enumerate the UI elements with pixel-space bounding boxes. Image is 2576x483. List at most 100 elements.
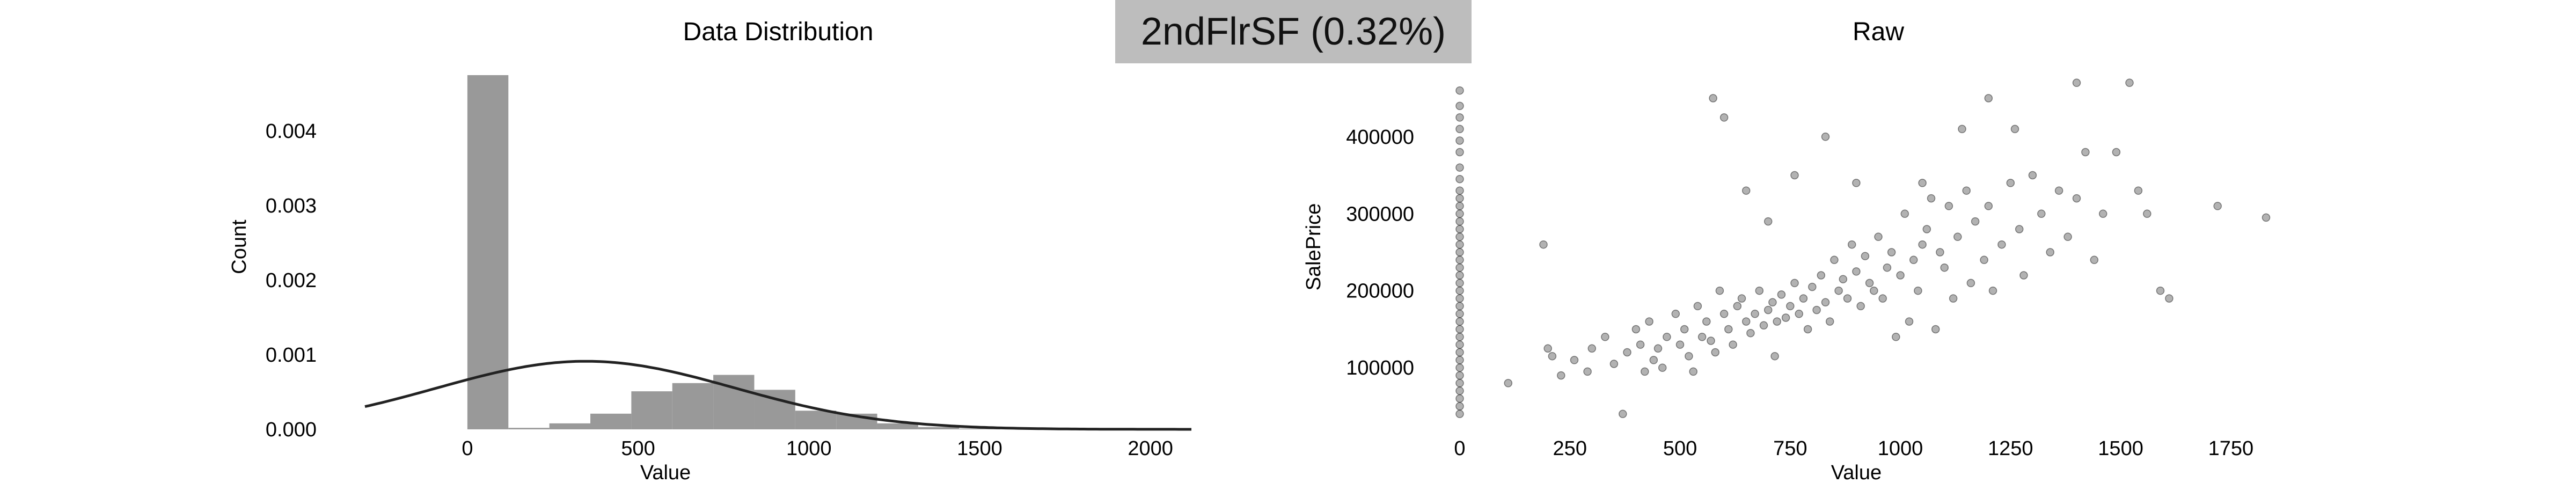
scatter-point: [1711, 348, 1719, 357]
scatter-point: [1455, 279, 1464, 288]
x-tick-label: 500: [621, 437, 655, 460]
scatter-point: [1883, 263, 1892, 272]
scatter-point: [1931, 325, 1940, 334]
scatter-point: [2090, 255, 2099, 265]
x-tick-label: 1000: [786, 437, 832, 460]
scatter-point: [1709, 94, 1717, 103]
scatter-point: [1795, 310, 1803, 318]
scatter-point: [1944, 202, 1953, 210]
y-axis-label: Count: [228, 219, 251, 274]
scatter-point: [1455, 101, 1464, 111]
scatter-point: [1777, 290, 1786, 299]
histogram-bar: [590, 413, 632, 429]
y-tick-label: 200000: [1346, 280, 1414, 303]
y-tick-label: 100000: [1346, 357, 1414, 379]
scatter-point: [1543, 344, 1552, 353]
y-tick-label: 0.000: [266, 419, 317, 441]
scatter-point: [1741, 186, 1751, 195]
scatter-point: [1773, 317, 1781, 326]
scatter-point: [1455, 232, 1464, 241]
density-curve: [364, 360, 1191, 431]
scatter-point: [1790, 171, 1799, 180]
scatter-point: [1455, 379, 1464, 387]
scatter-point: [1865, 279, 1874, 288]
histogram-bar: [549, 423, 590, 429]
y-axis-label: SalePrice: [1302, 203, 1325, 291]
scatter-point: [1830, 255, 1839, 265]
scatter-point: [1799, 294, 1808, 303]
y-tick-label: 400000: [1346, 126, 1414, 149]
x-tick-label: 0: [1454, 437, 1465, 460]
x-tick-label: 750: [1773, 437, 1807, 460]
scatter-point: [1455, 317, 1464, 326]
scatter-point: [1980, 255, 1988, 265]
scatter-point: [1958, 125, 1966, 134]
histogram-bar: [918, 427, 960, 429]
scatter-point: [1455, 209, 1464, 218]
scatter-point: [1927, 194, 1936, 203]
histogram-title: Data Distribution: [683, 18, 874, 46]
scatter-point: [1707, 336, 1715, 345]
scatter-point: [1455, 240, 1464, 249]
scatter-point: [1949, 294, 1958, 303]
x-tick-label: 0: [462, 437, 473, 460]
scatter-point: [1812, 305, 1821, 314]
scatter-point: [1689, 367, 1697, 376]
scatter-point: [1763, 305, 1773, 314]
x-tick-label: 1500: [2098, 437, 2143, 460]
scatter-point: [1847, 240, 1856, 249]
scatter-point: [1455, 294, 1464, 303]
histogram-bar: [508, 428, 550, 429]
scatter-point: [1619, 409, 1627, 419]
scatter-point: [1770, 352, 1779, 361]
scatter-point: [1741, 317, 1751, 326]
scatter-point: [1962, 186, 1971, 195]
y-tick-label: 0.001: [266, 344, 317, 367]
scatter-point: [2125, 78, 2134, 87]
scatter-point: [1821, 133, 1830, 141]
scatter-point: [1896, 271, 1905, 280]
scatter-point: [1455, 356, 1464, 364]
scatter-point: [1786, 302, 1795, 311]
scatter-point: [1601, 333, 1609, 341]
scatter-point: [1548, 352, 1557, 361]
scatter-point: [1455, 86, 1464, 95]
scatter-point: [1971, 217, 1980, 226]
scatter-point: [1843, 294, 1852, 303]
scatter-point: [1455, 186, 1464, 195]
scatter-point: [1922, 225, 1931, 233]
scatter-point: [1455, 325, 1464, 334]
scatter-point: [1455, 386, 1464, 396]
scatter-point: [1852, 179, 1861, 187]
scatter-point: [1455, 113, 1464, 122]
scatter-point: [1609, 360, 1619, 368]
scatter-point: [1641, 367, 1649, 376]
scatter-point: [1817, 271, 1826, 280]
scatter-point: [1870, 286, 1878, 295]
scatter-point: [1539, 240, 1548, 249]
scatter-point: [1852, 267, 1861, 276]
scatter-point: [2046, 248, 2054, 257]
scatter-point: [2010, 125, 2019, 134]
scatter-point: [1455, 409, 1464, 419]
scatter-point: [1455, 263, 1464, 272]
scatter-point: [1455, 402, 1464, 411]
scatter-point: [1675, 340, 1685, 349]
scatter-point: [1455, 310, 1464, 318]
histogram-bar: [795, 411, 837, 429]
x-tick-label: 250: [1553, 437, 1587, 460]
scatter-point: [1455, 125, 1464, 134]
histogram-bar: [672, 383, 714, 429]
scatter-point: [2006, 179, 2015, 187]
scatter-point: [1821, 298, 1830, 307]
scatter-point: [1455, 136, 1464, 145]
scatter-point: [1984, 94, 1993, 103]
scatter-point: [2098, 209, 2107, 218]
histogram-bar: [877, 423, 918, 429]
scatter-point: [1724, 325, 1733, 334]
scatter-point: [1900, 209, 1909, 218]
scatter-point: [1878, 294, 1887, 303]
scatter-point: [1455, 348, 1464, 357]
scatter-point: [1861, 252, 1870, 260]
